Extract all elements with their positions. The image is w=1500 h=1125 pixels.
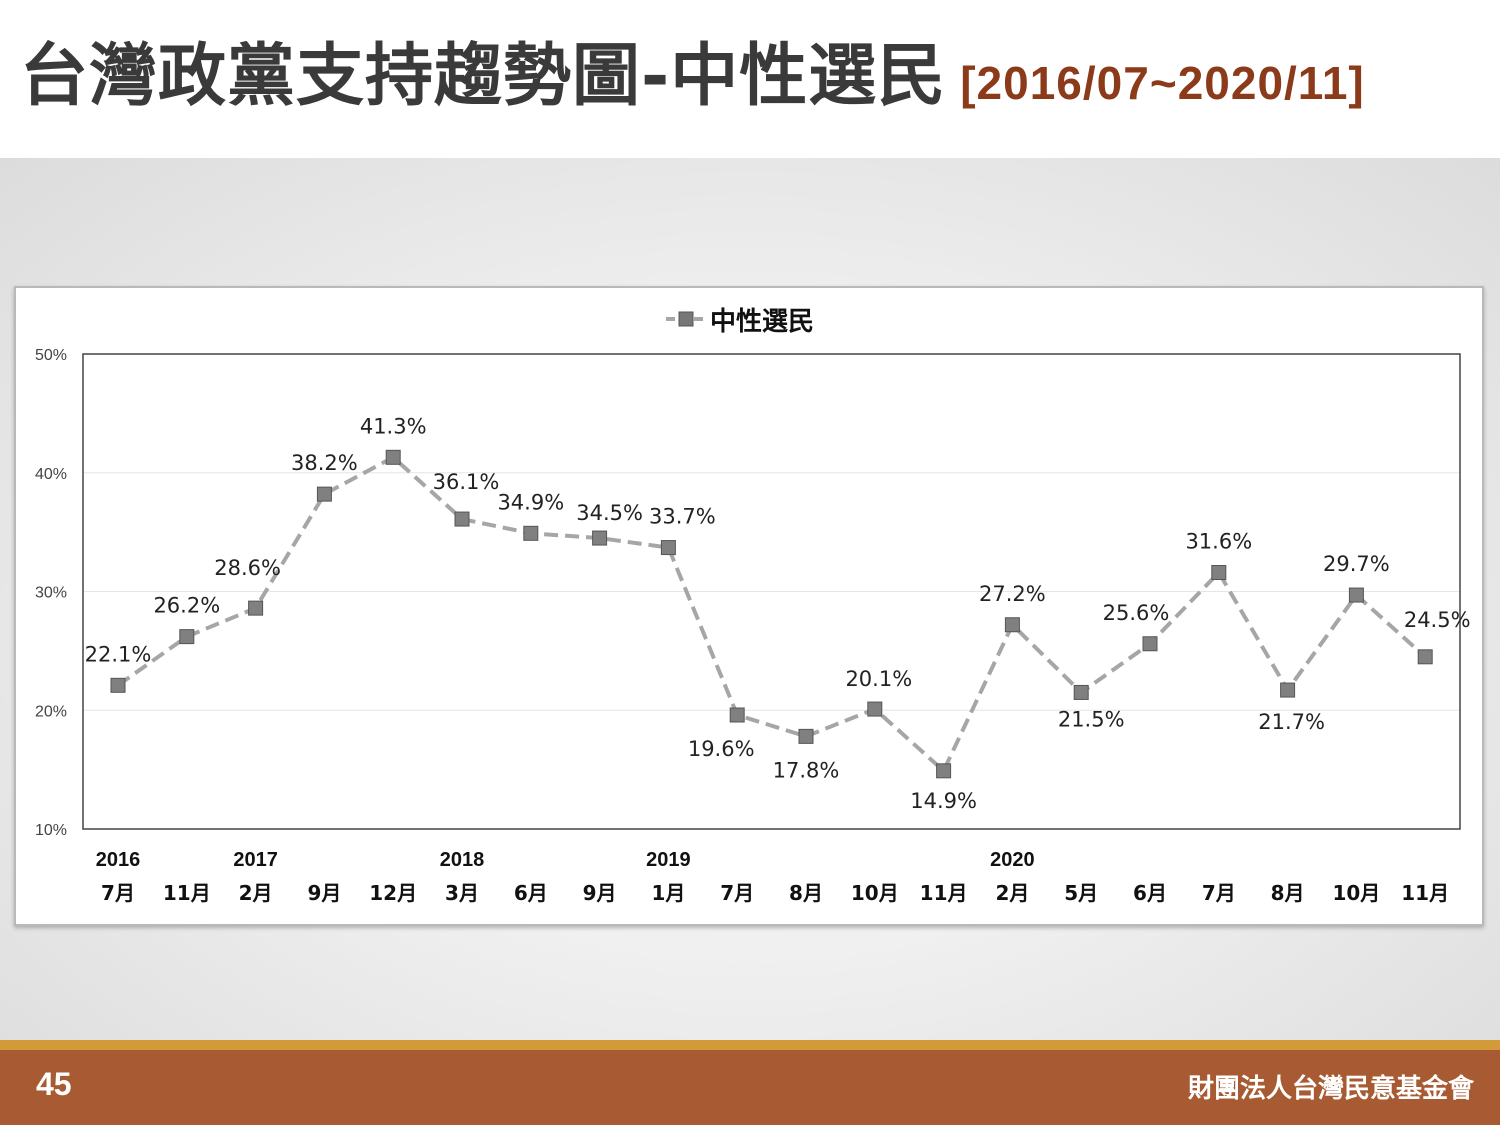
data-point xyxy=(179,629,195,645)
data-point xyxy=(1348,587,1364,603)
data-label: 24.5% xyxy=(1404,608,1471,632)
data-point xyxy=(867,701,883,717)
x-tick-label: 11月 xyxy=(920,881,968,905)
data-point xyxy=(798,728,814,744)
footer-accent-line xyxy=(0,1040,1500,1050)
x-tick-label: 2月 xyxy=(995,881,1029,905)
organization-name: 財團法人台灣民意基金會 xyxy=(1187,1074,1474,1104)
data-point xyxy=(1280,682,1296,698)
x-tick-label: 11月 xyxy=(163,881,211,905)
legend-label: 中性選民 xyxy=(710,307,814,337)
data-label: 38.2% xyxy=(291,451,358,475)
data-point xyxy=(660,540,676,556)
y-tick-label: 30% xyxy=(35,585,67,602)
data-label: 34.5% xyxy=(576,501,643,525)
x-tick-label: 2月 xyxy=(239,881,273,905)
footer-bar xyxy=(0,1050,1500,1125)
data-label: 21.7% xyxy=(1258,710,1325,734)
x-year-label: 2020 xyxy=(990,849,1035,871)
data-point xyxy=(523,525,539,541)
x-tick-label: 8月 xyxy=(789,881,823,905)
data-label: 41.3% xyxy=(360,414,427,438)
y-tick-label: 20% xyxy=(35,703,67,720)
data-point xyxy=(729,707,745,723)
data-label: 21.5% xyxy=(1058,707,1125,731)
data-point xyxy=(1004,617,1020,633)
x-year-label: 2016 xyxy=(96,849,141,871)
data-label: 29.7% xyxy=(1323,552,1390,576)
x-tick-label: 6月 xyxy=(1133,881,1167,905)
data-point xyxy=(1211,565,1227,580)
x-tick-label: 12月 xyxy=(369,881,417,905)
data-label: 36.1% xyxy=(433,470,500,494)
data-point xyxy=(454,511,470,527)
y-tick-label: 10% xyxy=(35,822,67,839)
data-point xyxy=(1073,684,1089,700)
x-tick-label: 10月 xyxy=(851,881,899,905)
data-point xyxy=(1417,649,1433,665)
data-label: 33.7% xyxy=(649,505,716,529)
x-year-label: 2018 xyxy=(440,849,485,871)
data-label: 28.6% xyxy=(214,556,281,580)
x-year-label: 2017 xyxy=(233,849,278,871)
x-tick-label: 6月 xyxy=(514,881,548,905)
x-tick-label: 5月 xyxy=(1064,881,1098,905)
data-point xyxy=(936,763,952,779)
series-line xyxy=(116,455,1427,773)
data-point xyxy=(385,449,401,465)
plot-area-border xyxy=(82,353,1461,830)
data-point xyxy=(592,530,608,546)
data-label: 25.6% xyxy=(1103,601,1170,625)
data-label: 14.9% xyxy=(910,789,977,813)
data-point xyxy=(110,677,126,693)
data-label: 31.6% xyxy=(1185,530,1252,554)
data-point xyxy=(316,486,332,502)
x-year-label: 2019 xyxy=(646,849,691,871)
title-date-range: [2016/07~2020/11] xyxy=(960,57,1365,109)
data-label: 27.2% xyxy=(979,582,1046,606)
line-chart: 10% 20% 30% 40% 50% 中性選民 22.1%26.2% 28.6% 38.2%4… xyxy=(35,307,1471,905)
x-tick-label: 1月 xyxy=(651,881,685,905)
data-label: 19.6% xyxy=(688,737,755,761)
data-label: 17.8% xyxy=(773,758,840,782)
legend-marker xyxy=(678,311,694,327)
data-label: 26.2% xyxy=(153,594,220,618)
x-tick-label: 9月 xyxy=(583,881,617,905)
y-tick-label: 50% xyxy=(35,347,67,364)
data-label: 34.9% xyxy=(497,490,564,514)
data-point xyxy=(248,600,264,616)
chart-frame: 10% 20% 30% 40% 50% 中性選民 22.1% 26.2% 28.6% 38.2% 4… xyxy=(14,286,1484,926)
x-tick-label: 9月 xyxy=(307,881,341,905)
title-bar: 台灣政黨支持趨勢圖-中性選民 [2016/07~2020/11] xyxy=(0,0,1500,158)
x-tick-label: 11月 xyxy=(1401,881,1449,905)
x-tick-label: 7月 xyxy=(1202,881,1236,905)
data-point xyxy=(1142,636,1158,652)
x-tick-label: 3月 xyxy=(445,881,479,905)
data-label: 20.1% xyxy=(845,667,912,691)
x-tick-label: 8月 xyxy=(1271,881,1305,905)
x-tick-label: 7月 xyxy=(101,881,135,905)
y-tick-label: 40% xyxy=(35,466,67,483)
data-label: 22.1% xyxy=(85,642,152,666)
title-text: 台灣政黨支持趨勢圖-中性選民 xyxy=(20,37,947,116)
x-tick-label: 10月 xyxy=(1332,881,1380,905)
page-title: 台灣政黨支持趨勢圖-中性選民 [2016/07~2020/11] xyxy=(20,32,1365,128)
x-tick-label: 7月 xyxy=(720,881,754,905)
page-number: 45 xyxy=(36,1066,72,1102)
